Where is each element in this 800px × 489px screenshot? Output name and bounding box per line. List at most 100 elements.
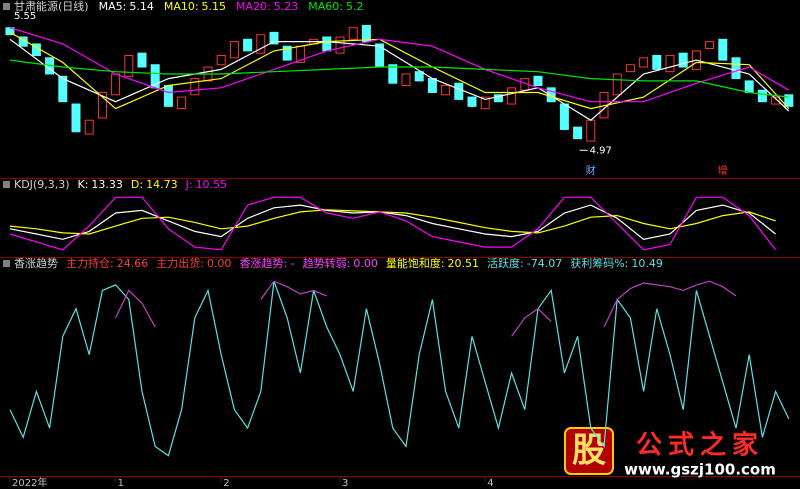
legend-value: 0.00 [207, 257, 232, 270]
legend-value: 10.55 [196, 178, 228, 191]
stock-title: 甘肃能源(日线) [14, 0, 89, 13]
candle [705, 41, 715, 50]
legend-value: 13.33 [91, 178, 123, 191]
legend-label: 量能饱和度: [386, 256, 445, 270]
candle [493, 94, 503, 103]
candle [243, 38, 253, 52]
legend-value: 5.23 [274, 0, 299, 13]
time-label: 2022年 [12, 476, 47, 489]
candle [335, 36, 345, 54]
candle [586, 119, 596, 142]
candle [533, 75, 543, 87]
candle [388, 64, 398, 84]
candle [678, 52, 688, 68]
candle [665, 54, 675, 73]
candle [771, 96, 781, 105]
candle [427, 78, 437, 93]
legend-label: 获利筹码%: [570, 256, 628, 270]
candle [282, 45, 292, 61]
legend-value: 10.49 [631, 257, 663, 270]
panel-marker [3, 260, 10, 267]
candle [744, 80, 754, 93]
legend-value: 20.51 [448, 257, 480, 270]
legend-value: 24.66 [117, 257, 149, 270]
candle [269, 31, 279, 45]
watermark-badge: 股 [572, 431, 606, 471]
candle [454, 82, 464, 100]
legend-label: 趋势转弱: [303, 256, 351, 270]
candle [480, 96, 490, 110]
watermark-url: www.gszj100.com [624, 461, 776, 479]
watermark-badge-box [564, 427, 614, 475]
legend-label: J: [185, 178, 193, 191]
indicator-line [260, 280, 328, 300]
panel-title: KDJ(9,3,3) [14, 178, 70, 191]
indicator-line [9, 280, 790, 457]
high-label: 5.55 [14, 11, 36, 22]
candle [190, 78, 200, 96]
candle [111, 73, 121, 96]
candle [256, 34, 266, 54]
legend-value: 5.14 [129, 0, 154, 13]
legend-label: MA5: [99, 0, 127, 13]
time-label: 4 [487, 478, 493, 489]
indicator-line [603, 280, 737, 328]
indicator-line [115, 289, 156, 328]
candle [348, 27, 358, 40]
time-label: 1 [118, 478, 124, 489]
legend-label: MA60: [308, 0, 343, 13]
legend-label: MA10: [164, 0, 199, 13]
watermark-name: 公式之家 [636, 430, 764, 461]
candle [731, 57, 741, 80]
candle [414, 71, 424, 82]
panel-marker [3, 181, 10, 188]
candle [757, 89, 767, 103]
candle [58, 75, 68, 103]
indicator-line [9, 209, 776, 235]
candle [229, 41, 239, 59]
candle [652, 54, 662, 70]
candle [507, 87, 517, 105]
candle [718, 38, 728, 61]
candle [137, 52, 147, 68]
candle [467, 96, 477, 107]
candle [97, 91, 107, 119]
moving-average [9, 38, 790, 121]
candle [401, 73, 411, 87]
candle [573, 126, 583, 140]
moving-average [9, 31, 790, 110]
legend-value: 5.15 [202, 0, 227, 13]
legend-label: D: [131, 178, 143, 191]
candle [163, 85, 173, 107]
candle [322, 36, 332, 52]
legend-label: 主力出货: [156, 256, 204, 270]
candle [441, 85, 451, 96]
candle [124, 54, 134, 77]
candle [784, 94, 794, 107]
event-marker: 财 [586, 164, 596, 177]
panel-title: 香涨趋势 [14, 257, 58, 270]
time-label: 3 [342, 478, 348, 489]
legend-label: 香涨趋势: - [239, 257, 294, 270]
candle [639, 57, 649, 68]
candle [625, 64, 635, 73]
candle [177, 96, 187, 110]
low-label: 4.97 [590, 145, 612, 156]
indicator-line [9, 196, 777, 251]
event-marker: 增 [718, 164, 728, 177]
moving-average [9, 27, 790, 103]
legend-label: MA20: [236, 0, 271, 13]
candle [559, 103, 569, 130]
panel-marker [3, 3, 10, 10]
candle [71, 103, 81, 133]
legend-label: 主力持仓: [66, 256, 114, 270]
indicator-line [9, 204, 776, 240]
candle [612, 73, 622, 96]
legend-value: 14.73 [146, 178, 178, 191]
indicator-line [511, 307, 552, 337]
moving-average [9, 59, 789, 98]
time-label: 2 [223, 478, 229, 489]
candle [216, 54, 226, 66]
legend-value: -74.07 [527, 257, 562, 270]
